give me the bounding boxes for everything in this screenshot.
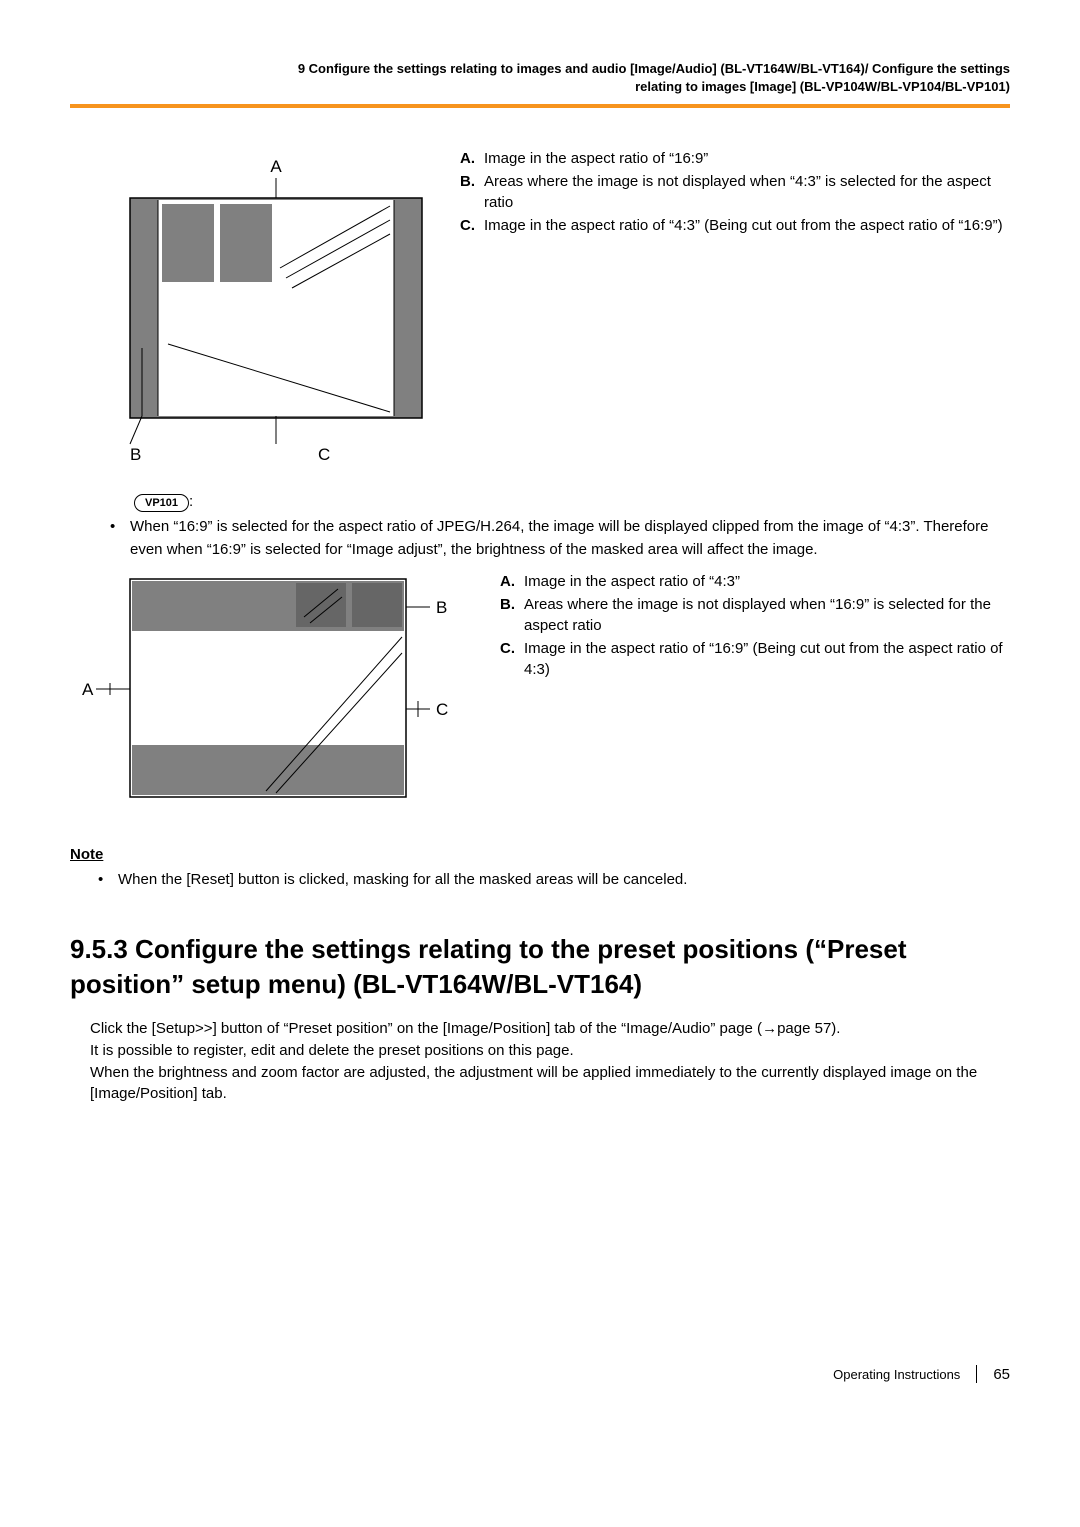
legend-letter: C. <box>460 215 484 236</box>
section-p2: It is possible to register, edit and del… <box>90 1042 574 1059</box>
footer-label: Operating Instructions <box>833 1367 960 1382</box>
legend2-item-c: C. Image in the aspect ratio of “16:9” (… <box>500 638 1010 680</box>
section-p1b: page 57). <box>777 1020 840 1037</box>
fig2-label-a: A <box>82 680 94 699</box>
bullet-dot: • <box>110 516 130 539</box>
arrow-glyph: → <box>762 1020 777 1037</box>
legend-letter: B. <box>460 171 484 192</box>
section-p3: When the brightness and zoom factor are … <box>90 1064 977 1103</box>
figure-1: A <box>90 148 430 463</box>
fig2-label-c: C <box>436 700 448 719</box>
legend-letter: C. <box>500 638 524 659</box>
legend-1: A. Image in the aspect ratio of “16:9” B… <box>460 148 1010 238</box>
note-heading: Note <box>70 846 1010 863</box>
legend-2: A. Image in the aspect ratio of “4:3” B.… <box>500 571 1010 682</box>
page-number: 65 <box>993 1366 1010 1383</box>
header-rule <box>70 104 1010 108</box>
legend1-item-c: C. Image in the aspect ratio of “4:3” (B… <box>460 215 1010 236</box>
bullet-dot: • <box>98 869 118 892</box>
legend1-item-a: A. Image in the aspect ratio of “16:9” <box>460 148 1010 169</box>
section-heading: 9.5.3 Configure the settings relating to… <box>70 932 1010 1002</box>
model-chip: VP101 <box>134 494 189 512</box>
legend-text: Image in the aspect ratio of “4:3” (Bein… <box>484 215 1010 236</box>
vp101-bullet: • When “16:9” is selected for the aspect… <box>110 516 1010 561</box>
note-bullet: • When the [Reset] button is clicked, ma… <box>98 869 1010 892</box>
header-line1: 9 Configure the settings relating to ima… <box>70 60 1010 78</box>
legend-text: Image in the aspect ratio of “16:9” (Bei… <box>524 638 1010 680</box>
legend-text: Image in the aspect ratio of “4:3” <box>524 571 1010 592</box>
legend-letter: A. <box>460 148 484 169</box>
legend1-item-b: B. Areas where the image is not displaye… <box>460 171 1010 213</box>
header-line2: relating to images [Image] (BL-VP104W/BL… <box>70 78 1010 96</box>
page-footer: Operating Instructions 65 <box>70 1365 1010 1383</box>
section-body: Click the [Setup>>] button of “Preset po… <box>90 1018 1010 1105</box>
legend2-item-b: B. Areas where the image is not displaye… <box>500 594 1010 636</box>
legend-text: Image in the aspect ratio of “16:9” <box>484 148 1010 169</box>
legend2-item-a: A. Image in the aspect ratio of “4:3” <box>500 571 1010 592</box>
fig1-label-a: A <box>270 157 282 176</box>
model-chip-row: VP101: <box>134 493 1010 512</box>
note-text: When the [Reset] button is clicked, mask… <box>118 869 687 892</box>
running-header: 9 Configure the settings relating to ima… <box>70 60 1010 96</box>
section-p1a: Click the [Setup>>] button of “Preset po… <box>90 1020 762 1037</box>
footer-separator <box>976 1365 977 1383</box>
legend-letter: A. <box>500 571 524 592</box>
chip-colon: : <box>189 493 193 510</box>
fig2-label-b: B <box>436 598 447 617</box>
fig1-label-c: C <box>318 445 330 463</box>
bullet-text: When “16:9” is selected for the aspect r… <box>130 516 1010 561</box>
figure-2: A B C <box>70 571 470 806</box>
fig1-label-b: B <box>130 445 141 463</box>
legend-letter: B. <box>500 594 524 615</box>
legend-text: Areas where the image is not displayed w… <box>524 594 1010 636</box>
legend-text: Areas where the image is not displayed w… <box>484 171 1010 213</box>
